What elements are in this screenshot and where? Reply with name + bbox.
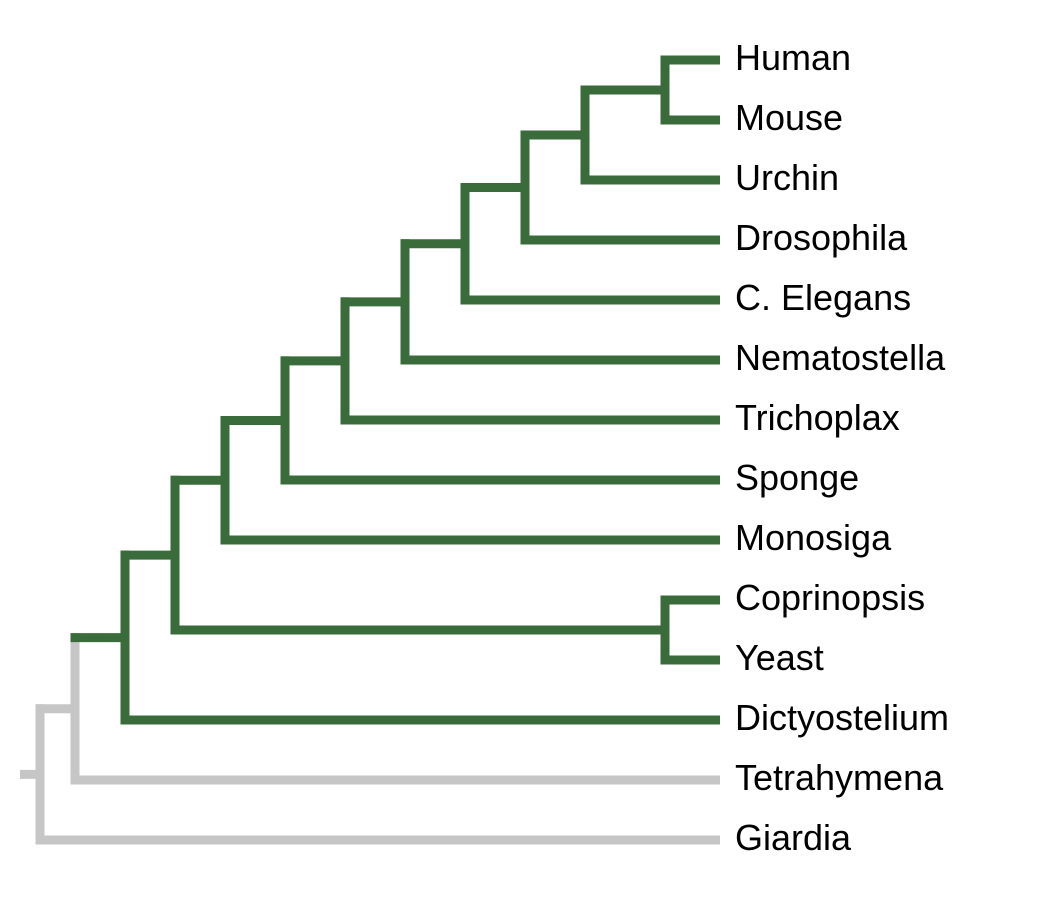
- leaf-label-mouse: Mouse: [735, 100, 843, 136]
- leaf-label-trichoplax: Trichoplax: [735, 400, 900, 436]
- leaf-label-drosophila: Drosophila: [735, 220, 907, 256]
- leaf-label-human: Human: [735, 40, 851, 76]
- leaf-label-nematostella: Nematostella: [735, 340, 945, 376]
- leaf-label-coprinopsis: Coprinopsis: [735, 580, 925, 616]
- leaf-label-celegans: C. Elegans: [735, 280, 911, 316]
- leaf-label-urchin: Urchin: [735, 160, 839, 196]
- leaf-label-giardia: Giardia: [735, 820, 851, 856]
- leaf-label-dictyostelium: Dictyostelium: [735, 700, 949, 736]
- leaf-label-yeast: Yeast: [735, 640, 824, 676]
- leaf-label-monosiga: Monosiga: [735, 520, 891, 556]
- leaf-label-tetrahymena: Tetrahymena: [735, 760, 943, 796]
- leaf-label-sponge: Sponge: [735, 460, 859, 496]
- phylo-tree-container: Human Mouse Urchin Drosophila C. Elegans Nema…: [0, 0, 1049, 900]
